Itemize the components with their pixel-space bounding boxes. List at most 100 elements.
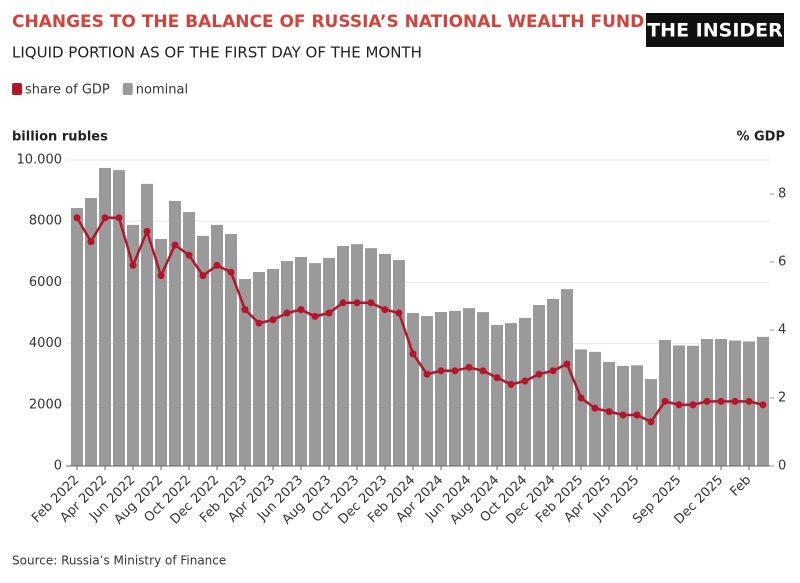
bar: [463, 308, 475, 466]
line-point: [227, 268, 235, 276]
bar: [225, 234, 237, 466]
bar: [421, 316, 433, 466]
y2-axis-title: % GDP: [736, 130, 785, 145]
bar: [113, 170, 125, 466]
bar: [561, 289, 573, 466]
bar: [253, 271, 265, 466]
line-point: [689, 401, 697, 409]
y2-tick-label: 8: [778, 187, 786, 202]
y2-tick-label: 6: [778, 255, 786, 270]
line-point: [717, 397, 725, 405]
line-point: [213, 261, 221, 269]
legend-swatch: [122, 83, 133, 95]
y-tick-label: 4000: [29, 336, 62, 351]
line-point: [199, 272, 207, 280]
line-point: [759, 401, 767, 409]
bar: [309, 263, 321, 466]
chart-title: CHANGES TO THE BALANCE OF RUSSIA’S NATIO…: [12, 12, 644, 32]
line-point: [101, 214, 109, 222]
bar: [267, 268, 279, 466]
bar: [71, 208, 83, 467]
line-point: [577, 394, 585, 402]
y2-tick-label: 4: [778, 323, 786, 338]
line-point: [381, 306, 389, 314]
bar: [477, 312, 489, 466]
y-tick-label: 6000: [29, 275, 62, 290]
line-point: [451, 367, 459, 375]
line-point: [143, 227, 151, 235]
line-point: [675, 401, 683, 409]
line-point: [283, 309, 291, 317]
line-point: [647, 418, 655, 426]
logo: THE INSIDER: [647, 20, 783, 42]
bar: [393, 260, 405, 466]
line-point: [731, 397, 739, 405]
line-point: [563, 360, 571, 368]
line-point: [409, 350, 417, 358]
bar: [169, 201, 181, 466]
line-point: [269, 316, 277, 324]
y-tick-label: 10.000: [17, 153, 63, 168]
line-point: [311, 312, 319, 320]
line-point: [423, 370, 431, 378]
line-point: [619, 411, 627, 419]
line-point: [241, 306, 249, 314]
line-point: [465, 363, 473, 371]
line-point: [479, 367, 487, 375]
line-point: [591, 404, 599, 412]
bar: [547, 298, 559, 466]
line-point: [325, 309, 333, 317]
line-point: [507, 380, 515, 388]
bar: [197, 235, 209, 466]
bar: [449, 310, 461, 466]
source: Source: Russia’s Ministry of Finance: [12, 554, 226, 568]
line-point: [255, 319, 263, 327]
y-tick-label: 8000: [29, 214, 62, 229]
y2-tick-label: 0: [778, 459, 786, 474]
line-point: [493, 374, 501, 382]
line-point: [395, 309, 403, 317]
line-point: [703, 397, 711, 405]
y-tick-label: 0: [54, 459, 62, 474]
bar: [337, 245, 349, 466]
bar: [407, 313, 419, 466]
legend-label: share of GDP: [25, 83, 110, 98]
line-point: [437, 367, 445, 375]
chart-subtitle: LIQUID PORTION AS OF THE FIRST DAY OF TH…: [12, 44, 422, 62]
line-point: [605, 408, 613, 416]
line-point: [157, 272, 165, 280]
line-point: [185, 251, 193, 259]
bar: [365, 248, 377, 466]
bar: [281, 260, 293, 466]
line-point: [129, 261, 137, 269]
bar: [99, 167, 111, 466]
bar: [505, 323, 517, 466]
legend-swatch: [12, 83, 22, 95]
line-point: [115, 214, 123, 222]
line-point: [73, 214, 81, 222]
legend-label: nominal: [136, 83, 188, 98]
line-point: [633, 411, 641, 419]
line-point: [535, 370, 543, 378]
bar: [211, 224, 223, 466]
bar: [519, 317, 531, 466]
line-point: [549, 367, 557, 375]
line-point: [353, 299, 361, 307]
bar: [323, 257, 335, 466]
line-point: [661, 397, 669, 405]
y-axis-title: billion rubles: [12, 130, 108, 145]
bar: [141, 183, 153, 467]
bar: [575, 349, 587, 466]
bar: [435, 312, 447, 466]
y-tick-label: 2000: [29, 397, 62, 412]
line-point: [367, 299, 375, 307]
bar: [379, 253, 391, 466]
line-point: [297, 306, 305, 314]
bar: [155, 238, 167, 466]
line-point: [171, 241, 179, 249]
bar: [239, 279, 251, 466]
x-tick-label: Feb: [727, 473, 754, 500]
logo-box: [646, 13, 784, 47]
line-point: [339, 299, 347, 307]
